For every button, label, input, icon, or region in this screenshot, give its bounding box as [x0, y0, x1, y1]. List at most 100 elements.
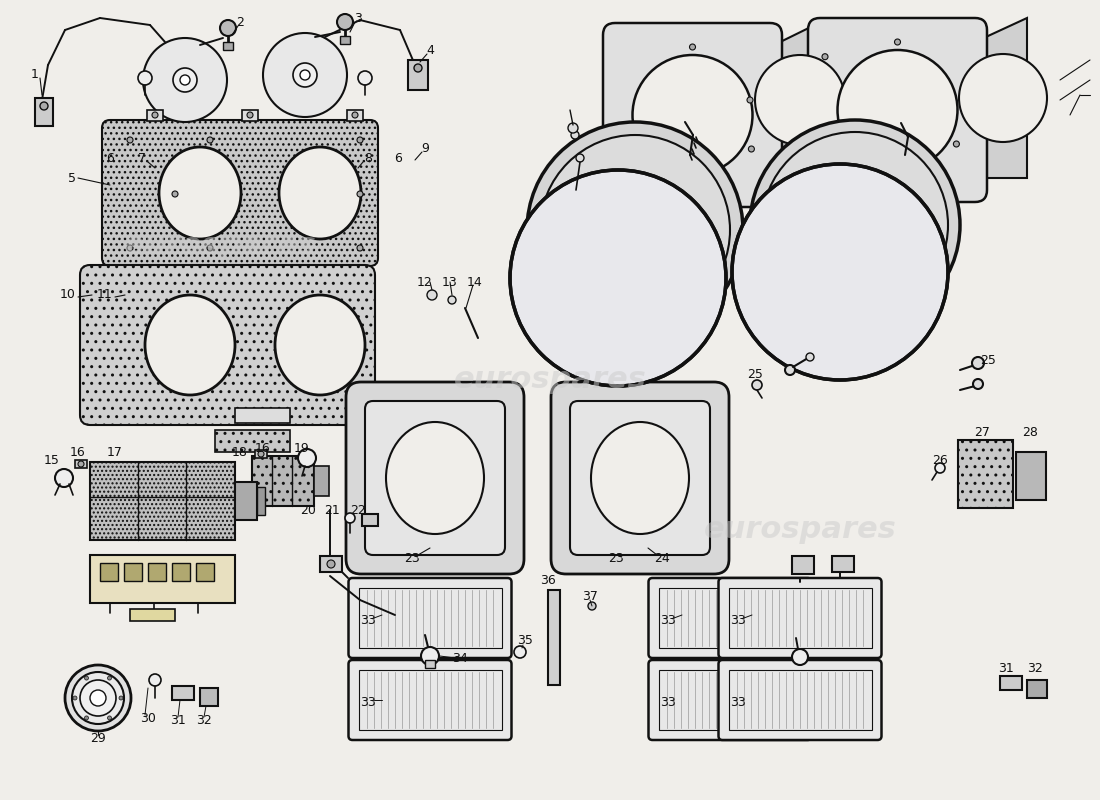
Circle shape — [972, 357, 984, 369]
Text: eurospares: eurospares — [453, 366, 647, 394]
Bar — [340, 36, 350, 44]
Circle shape — [78, 461, 84, 467]
Bar — [1027, 680, 1047, 698]
Bar — [362, 514, 378, 526]
Text: 33: 33 — [660, 695, 675, 709]
Circle shape — [571, 131, 579, 139]
Bar — [1000, 676, 1022, 690]
Text: 16: 16 — [70, 446, 86, 458]
Circle shape — [358, 191, 363, 197]
Text: eurospares: eurospares — [123, 230, 317, 259]
Circle shape — [126, 245, 133, 251]
Text: 24: 24 — [654, 551, 670, 565]
Text: 36: 36 — [540, 574, 556, 586]
Circle shape — [935, 463, 945, 473]
Circle shape — [894, 175, 901, 181]
Text: 33: 33 — [360, 614, 376, 626]
Circle shape — [207, 245, 213, 251]
Circle shape — [327, 560, 336, 568]
Text: 2: 2 — [236, 15, 244, 29]
Circle shape — [894, 39, 901, 45]
Circle shape — [690, 180, 695, 186]
Text: 7: 7 — [138, 151, 146, 165]
Circle shape — [510, 170, 726, 386]
Ellipse shape — [275, 295, 365, 395]
Bar — [314, 466, 329, 496]
FancyBboxPatch shape — [346, 382, 524, 574]
Bar — [172, 686, 194, 700]
Circle shape — [85, 716, 88, 720]
Text: 30: 30 — [140, 711, 156, 725]
Circle shape — [568, 123, 578, 133]
Circle shape — [72, 672, 124, 724]
Circle shape — [55, 469, 73, 487]
Bar — [257, 487, 265, 515]
Text: 17: 17 — [107, 446, 123, 459]
Bar — [320, 556, 342, 572]
Bar — [659, 670, 802, 730]
Bar — [425, 660, 435, 668]
Circle shape — [85, 676, 88, 680]
Circle shape — [147, 42, 223, 118]
Circle shape — [152, 112, 158, 118]
FancyBboxPatch shape — [102, 120, 378, 266]
FancyBboxPatch shape — [551, 382, 729, 574]
Bar — [659, 588, 802, 648]
FancyBboxPatch shape — [349, 578, 512, 658]
Text: 4: 4 — [426, 43, 433, 57]
Circle shape — [126, 137, 133, 143]
Circle shape — [173, 68, 197, 92]
Circle shape — [138, 71, 152, 85]
Text: 16: 16 — [255, 442, 271, 454]
Circle shape — [143, 38, 227, 122]
Circle shape — [959, 54, 1047, 142]
Circle shape — [220, 20, 236, 36]
FancyBboxPatch shape — [808, 18, 987, 202]
Circle shape — [576, 154, 584, 162]
Circle shape — [73, 696, 77, 700]
Circle shape — [755, 55, 845, 145]
Bar — [728, 588, 871, 648]
Bar — [1016, 452, 1046, 500]
Bar — [214, 430, 290, 452]
Circle shape — [747, 97, 754, 103]
Text: 31: 31 — [170, 714, 186, 726]
Text: 33: 33 — [360, 695, 376, 709]
Circle shape — [267, 37, 343, 113]
Bar — [100, 563, 118, 581]
Bar — [242, 110, 258, 121]
Text: 6: 6 — [106, 151, 114, 165]
Circle shape — [65, 665, 131, 731]
Circle shape — [427, 290, 437, 300]
Text: 6: 6 — [394, 151, 402, 165]
Text: 5: 5 — [68, 171, 76, 185]
Circle shape — [358, 137, 363, 143]
Bar — [235, 408, 290, 423]
Bar — [832, 556, 854, 572]
Text: 10: 10 — [60, 289, 76, 302]
Circle shape — [448, 296, 456, 304]
Text: 25: 25 — [747, 369, 763, 382]
Text: 22: 22 — [350, 503, 366, 517]
Bar — [223, 42, 233, 50]
Text: 18: 18 — [232, 446, 248, 458]
Bar — [90, 555, 235, 603]
Text: 26: 26 — [932, 454, 948, 466]
Bar — [148, 563, 166, 581]
Circle shape — [300, 70, 310, 80]
Text: 32: 32 — [196, 714, 212, 726]
Bar — [124, 563, 142, 581]
Bar — [408, 60, 428, 90]
Bar — [130, 609, 175, 621]
Bar — [958, 440, 1013, 508]
Text: 20: 20 — [300, 503, 316, 517]
Bar — [235, 482, 257, 520]
Circle shape — [720, 647, 739, 665]
Circle shape — [748, 146, 755, 152]
Text: 9: 9 — [421, 142, 429, 154]
Circle shape — [358, 71, 372, 85]
FancyBboxPatch shape — [570, 401, 710, 555]
Text: 3: 3 — [354, 11, 362, 25]
Circle shape — [298, 449, 316, 467]
Circle shape — [345, 513, 355, 523]
